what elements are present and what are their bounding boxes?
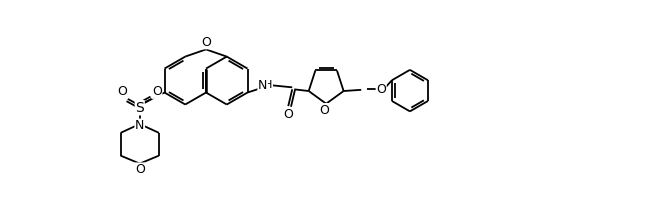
Text: H: H [264, 80, 272, 90]
Text: O: O [201, 36, 211, 49]
Text: S: S [135, 101, 144, 115]
Text: N: N [258, 79, 267, 92]
Text: O: O [118, 85, 127, 98]
Text: N: N [135, 119, 145, 132]
Text: O: O [319, 104, 329, 117]
Text: O: O [283, 108, 293, 121]
Text: O: O [376, 82, 386, 95]
Text: O: O [135, 163, 145, 176]
Text: O: O [152, 85, 162, 98]
